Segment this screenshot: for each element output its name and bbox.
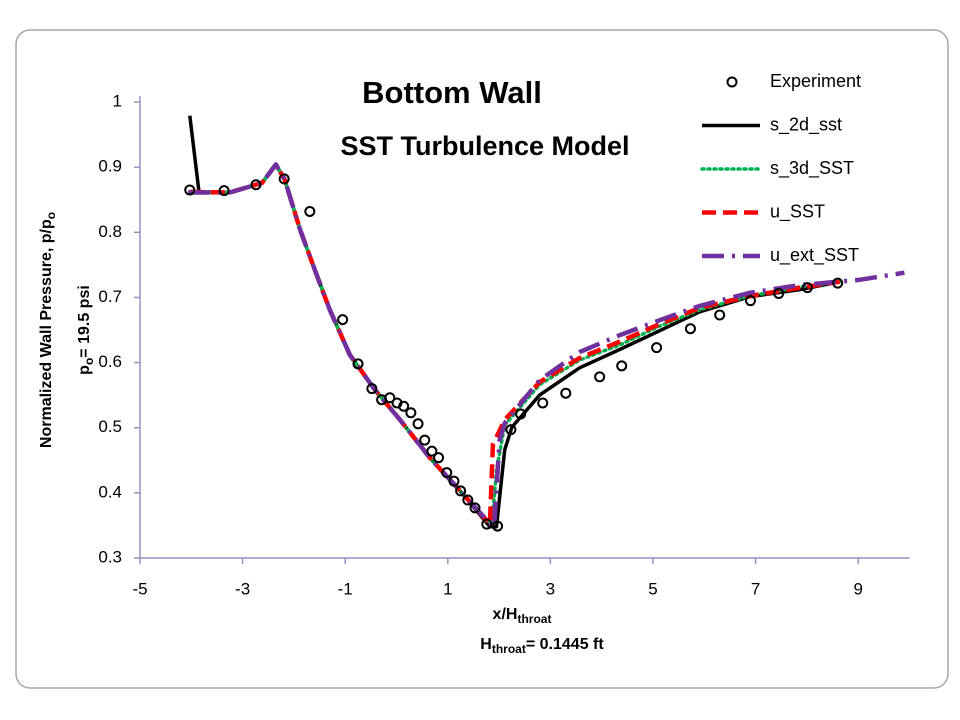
data-point bbox=[398, 400, 410, 412]
y-axis-label-2-tail: = 19.5 psi bbox=[76, 285, 93, 358]
x-tick-label: 3 bbox=[546, 579, 555, 598]
data-line bbox=[188, 115, 841, 529]
x-axis-label: x/Hthroat bbox=[493, 606, 552, 626]
data-point bbox=[481, 518, 493, 530]
y-tick-label: 0.7 bbox=[98, 287, 122, 306]
y-axis-label-2-main: p bbox=[76, 365, 93, 375]
y-tick-label: 0.9 bbox=[98, 157, 122, 176]
data-point bbox=[462, 494, 474, 506]
data-point bbox=[492, 520, 504, 532]
data-point bbox=[405, 407, 417, 419]
x-axis-label-2-main: H bbox=[480, 636, 492, 653]
y-tick-label: 0.4 bbox=[98, 482, 122, 501]
y-tick-label: 0.8 bbox=[98, 222, 122, 241]
data-point bbox=[412, 418, 424, 430]
x-tick-label: 7 bbox=[751, 579, 760, 598]
data-point bbox=[773, 288, 785, 300]
x-axis-label-main: x/H bbox=[493, 606, 518, 623]
x-axis-label-2-sub: throat bbox=[492, 642, 526, 656]
data-point bbox=[801, 282, 813, 294]
x-tick-label: -1 bbox=[338, 579, 353, 598]
frame bbox=[15, 29, 949, 689]
data-point bbox=[684, 323, 696, 335]
data-point bbox=[250, 179, 262, 191]
data-point bbox=[352, 358, 364, 370]
data-point bbox=[441, 467, 453, 479]
data-point bbox=[469, 502, 481, 514]
data-point bbox=[714, 309, 726, 321]
chart-title: Bottom Wall bbox=[362, 75, 542, 110]
data-point bbox=[384, 392, 396, 404]
x-axis-label-2-tail: = 0.1445 ft bbox=[526, 636, 605, 653]
data-point bbox=[594, 371, 606, 383]
data-point bbox=[426, 445, 438, 457]
x-tick-label: 1 bbox=[443, 579, 452, 598]
x-axis-label-2: Hthroat= 0.1445 ft bbox=[480, 636, 604, 656]
x-tick-label: 9 bbox=[853, 579, 862, 598]
data-point bbox=[515, 408, 527, 420]
legend-symbol bbox=[726, 76, 738, 88]
x-tick-label: -3 bbox=[235, 579, 250, 598]
data-point bbox=[560, 387, 572, 399]
x-tick-label: -5 bbox=[132, 579, 147, 598]
y-axis-label: Normalized Wall Pressure, p/po bbox=[38, 212, 58, 448]
data-point bbox=[304, 205, 316, 217]
data-point bbox=[419, 434, 431, 446]
data-point bbox=[433, 452, 445, 464]
y-axis-label-2-sub: o bbox=[82, 358, 96, 365]
legend-label: u_ext_SST bbox=[770, 245, 859, 266]
y-tick-label: 1 bbox=[113, 91, 122, 110]
data-point bbox=[832, 277, 844, 289]
chart-subtitle: SST Turbulence Model bbox=[340, 131, 629, 161]
legend-label: Experiment bbox=[770, 71, 861, 91]
x-axis-label-sub: throat bbox=[517, 612, 551, 626]
data-point bbox=[505, 424, 517, 436]
data-point bbox=[218, 185, 230, 197]
y-axis-label-main: Normalized Wall Pressure, p/p bbox=[38, 219, 55, 448]
y-tick-label: 0.6 bbox=[98, 352, 122, 371]
data-point bbox=[616, 360, 628, 372]
data-line bbox=[188, 162, 905, 531]
data-point bbox=[744, 295, 756, 307]
data-point bbox=[537, 397, 549, 409]
y-axis-label-2: po= 19.5 psi bbox=[76, 285, 96, 375]
data-point bbox=[278, 173, 290, 185]
y-axis-label-sub: o bbox=[44, 212, 58, 219]
data-point bbox=[337, 314, 349, 326]
data-point bbox=[651, 342, 663, 354]
data-point bbox=[448, 475, 460, 487]
legend-label: s_3d_SST bbox=[770, 158, 854, 179]
data-line bbox=[188, 162, 842, 527]
data-line bbox=[189, 162, 841, 527]
data-point bbox=[455, 485, 467, 497]
y-tick-label: 0.3 bbox=[98, 547, 122, 566]
y-tick-label: 0.5 bbox=[98, 417, 122, 436]
legend-label: s_2d_sst bbox=[770, 114, 842, 135]
data-point bbox=[366, 383, 378, 395]
data-point bbox=[184, 184, 196, 196]
legend-label: u_SST bbox=[770, 201, 825, 222]
x-tick-label: 5 bbox=[648, 579, 657, 598]
